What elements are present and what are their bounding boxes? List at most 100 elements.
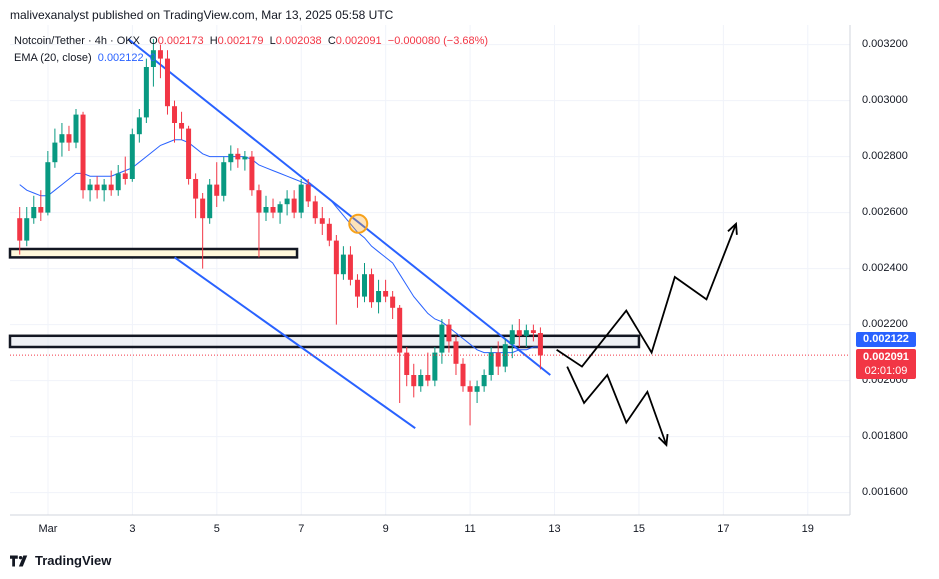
price-tick-label: 0.002800 (862, 149, 908, 162)
price-tick-label: 0.002200 (862, 317, 908, 330)
candle-body (319, 218, 325, 224)
ema-value: 0.002122 (97, 52, 144, 64)
candle-body (242, 156, 248, 160)
ema-extra-value: 0 (149, 52, 156, 64)
time-tick-label: Mar (38, 523, 58, 535)
ema-price-tag: 0.002122 (856, 332, 916, 347)
open-value: 0.002173 (157, 35, 204, 47)
change-value: −0.000080 (−3.68%) (387, 35, 489, 47)
candle-body (207, 184, 213, 219)
candle-body (214, 184, 220, 196)
low-label: L (269, 35, 276, 47)
price-tick-label: 0.002600 (862, 205, 908, 218)
candle-body (66, 134, 72, 143)
candle-body (446, 324, 452, 342)
candle-body (326, 223, 332, 241)
candle-body (354, 279, 360, 297)
candle-body (312, 201, 318, 219)
candle-body (305, 184, 311, 202)
candle-body (94, 184, 100, 191)
time-tick-label: 19 (801, 523, 814, 535)
candle-body (129, 134, 135, 179)
candle-body (263, 207, 269, 213)
candle-body (24, 218, 30, 241)
horizontal-zones[interactable] (8, 247, 641, 349)
candle-body (256, 190, 262, 213)
candle-body (383, 291, 389, 297)
candle-body (73, 114, 79, 143)
candle-body (376, 291, 382, 303)
candle-body (333, 240, 339, 275)
descending-channel[interactable] (127, 38, 551, 430)
candle-body (87, 184, 93, 191)
candle-body (291, 198, 297, 213)
channel-upper-line (127, 38, 551, 376)
bar-countdown: 02:01:09 (864, 365, 908, 377)
candle-body (17, 218, 23, 241)
candle-body (530, 330, 536, 333)
candle-body (172, 106, 178, 123)
price-tick-label: 0.001600 (862, 485, 908, 498)
ema-line (19, 139, 541, 354)
time-tick-label: 11 (464, 523, 476, 535)
candle-body (369, 274, 375, 303)
price-tick-label: 0.003200 (862, 37, 908, 50)
published-by: malivexanalyst published on TradingView.… (10, 8, 394, 22)
candle-body (179, 123, 185, 129)
channel-lower-line (174, 256, 416, 430)
chart-grid (10, 25, 850, 515)
candle-body (270, 207, 276, 213)
candle-body (474, 386, 480, 392)
high-label: H (209, 35, 218, 47)
candle-body (390, 296, 396, 308)
candle-body (45, 162, 51, 213)
candle-body (150, 50, 156, 67)
projection-paths[interactable] (556, 221, 738, 447)
bearish-projection (566, 366, 668, 446)
candle-body (347, 254, 353, 280)
candle-body (122, 173, 128, 179)
high-value: 0.002179 (217, 35, 264, 47)
candle-body (228, 153, 234, 163)
candle-body (488, 352, 494, 375)
candle-body (186, 128, 192, 179)
candle-body (31, 207, 37, 219)
candle-body (516, 330, 522, 336)
candles (17, 39, 543, 426)
support-zone (8, 247, 299, 259)
bullish-projection (556, 223, 737, 368)
candle-body (397, 307, 403, 353)
candle-body (108, 184, 114, 191)
last-price-value: 0.002091 (863, 351, 909, 363)
tradingview-logo[interactable]: TradingView (10, 553, 111, 568)
candle-body (38, 207, 44, 213)
highlight-marker[interactable] (348, 213, 369, 234)
candle-body (101, 184, 107, 191)
candle-body (404, 352, 410, 375)
bearish-projection-arrowhead (657, 433, 669, 447)
candle-body (59, 134, 65, 143)
candle-body (439, 324, 445, 353)
candle-body (221, 162, 227, 196)
symbol-name[interactable]: Notcoin/Tether · 4h · OKX (14, 35, 140, 47)
candle-body (193, 179, 199, 199)
legend-symbol-row: Notcoin/Tether · 4h · OKX O0.002173 H0.0… (14, 35, 488, 47)
candle-body (411, 375, 417, 387)
ema-line-group (19, 139, 541, 354)
candle-body (235, 153, 241, 160)
candle-body (425, 375, 431, 381)
candle-body (80, 114, 86, 191)
candle-body (537, 333, 543, 356)
candle-body (340, 254, 346, 275)
tradingview-logo-icon (10, 554, 28, 567)
touch-point-circle (348, 213, 369, 234)
price-tick-label: 0.001800 (862, 429, 908, 442)
tradingview-brand: TradingView (35, 553, 112, 568)
candle-body (432, 352, 438, 381)
ema-label[interactable]: EMA (20, close) (14, 52, 92, 64)
candle-body (460, 363, 466, 387)
candle-body (467, 386, 473, 392)
time-tick-label: 15 (632, 523, 646, 535)
candle-body (362, 274, 368, 297)
